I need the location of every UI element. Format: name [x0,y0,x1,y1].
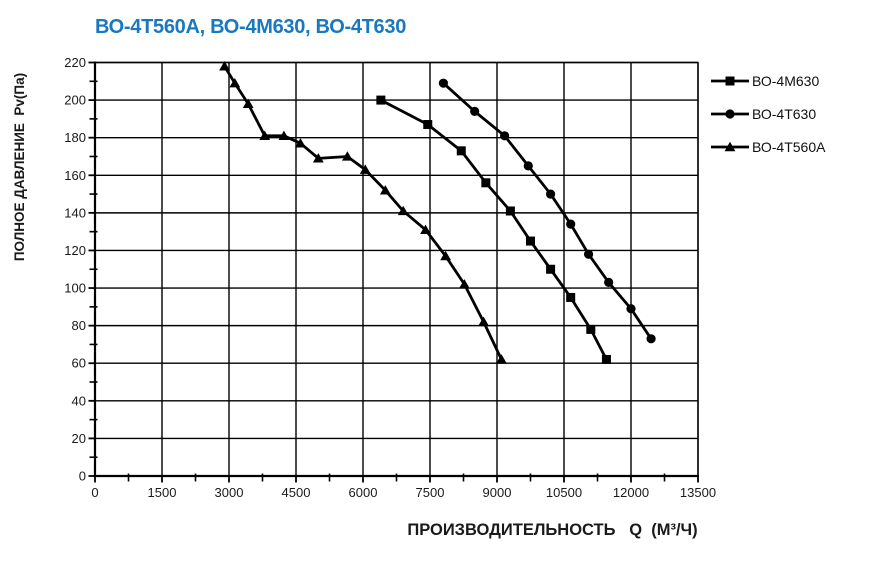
series-line [223,65,503,361]
triangle-marker [379,185,391,195]
circle-marker [566,219,576,229]
triangle-marker [420,224,431,234]
square-marker [566,292,576,302]
triangle-marker [458,279,470,289]
legend-item-ВО-4Т630: ВО-4Т630 [710,97,825,130]
x-tick-label: 7500 [416,485,445,500]
square-marker [423,120,433,130]
series-ВО-4Т630 [438,78,656,344]
legend-label: ВО-4Т630 [752,105,817,122]
circle-marker [523,161,533,171]
circle-marker [604,277,614,288]
triangle-marker [397,205,409,216]
legend-label: ВО-4Т560А [752,138,826,155]
series-line [442,82,653,340]
y-tick-label: 160 [64,168,86,183]
circle-marker [470,106,480,116]
legend-marker-circle-icon [711,108,749,119]
legend: ВО-4М630 ВО-4Т630 ВО-4Т560А [710,64,825,163]
y-tick-label: 140 [64,205,86,220]
legend-item-ВО-4Т560А: ВО-4Т560А [710,130,825,163]
triangle-marker [359,164,371,174]
square-marker [601,354,611,364]
square-marker [481,178,491,188]
y-tick-label: 40 [72,393,86,408]
x-tick-label: 4500 [282,485,311,500]
legend-label: ВО-4М630 [752,72,820,89]
y-tick-label: 60 [72,356,86,371]
circle-marker [499,131,510,141]
triangle-marker [478,316,489,327]
x-tick-label: 0 [91,485,98,500]
x-tick-label: 10500 [546,485,582,500]
x-tick-label: 3000 [215,485,244,500]
triangle-marker [496,354,507,364]
x-tick-label: 1500 [148,485,177,500]
triangle-marker [229,77,241,88]
legend-item-ВО-4М630: ВО-4М630 [710,64,825,97]
square-marker [376,95,386,105]
triangle-marker [278,130,290,141]
triangle-marker [724,141,736,151]
circle-marker [646,334,656,344]
legend-marker-square-icon [711,76,749,85]
square-marker [586,324,596,334]
y-tick-label: 20 [72,431,86,446]
triangle-marker [259,130,271,141]
x-tick-label: 12000 [613,485,649,500]
series-line [380,98,608,361]
legend-marker-triangle-icon [711,141,749,151]
circle-marker [438,78,448,88]
triangle-marker [440,250,452,261]
x-tick-label: 6000 [349,485,378,500]
triangle-marker [295,138,306,148]
y-tick-label: 200 [64,93,86,108]
circle-marker [725,108,735,119]
y-tick-label: 100 [64,281,86,296]
circle-marker [546,189,556,199]
series-ВО-4М630 [376,95,611,364]
square-marker [505,206,515,216]
series-ВО-4Т560А [219,61,507,364]
circle-marker [583,249,594,259]
triangle-marker [242,98,254,109]
plot-border [94,61,699,477]
y-tick-label: 180 [64,130,86,145]
square-marker [456,146,466,156]
square-marker [526,236,535,246]
triangle-marker [312,153,324,163]
y-tick-label: 80 [72,318,86,333]
square-marker [546,264,556,274]
y-tick-label: 220 [64,55,86,70]
square-marker [725,76,735,85]
triangle-marker [341,151,353,161]
x-axis-title: ПРОИЗВОДИТЕЛЬНОСТЬ Q (М³/Ч) [407,521,698,539]
triangle-marker [219,61,230,71]
chart-title: ВО-4Т560А, ВО-4М630, ВО-4Т630 [95,16,407,38]
x-tick-label: 13500 [680,485,716,500]
y-tick-label: 0 [79,469,86,484]
x-tick-label: 9000 [483,485,512,500]
y-tick-label: 120 [64,243,86,258]
circle-marker [626,304,636,314]
